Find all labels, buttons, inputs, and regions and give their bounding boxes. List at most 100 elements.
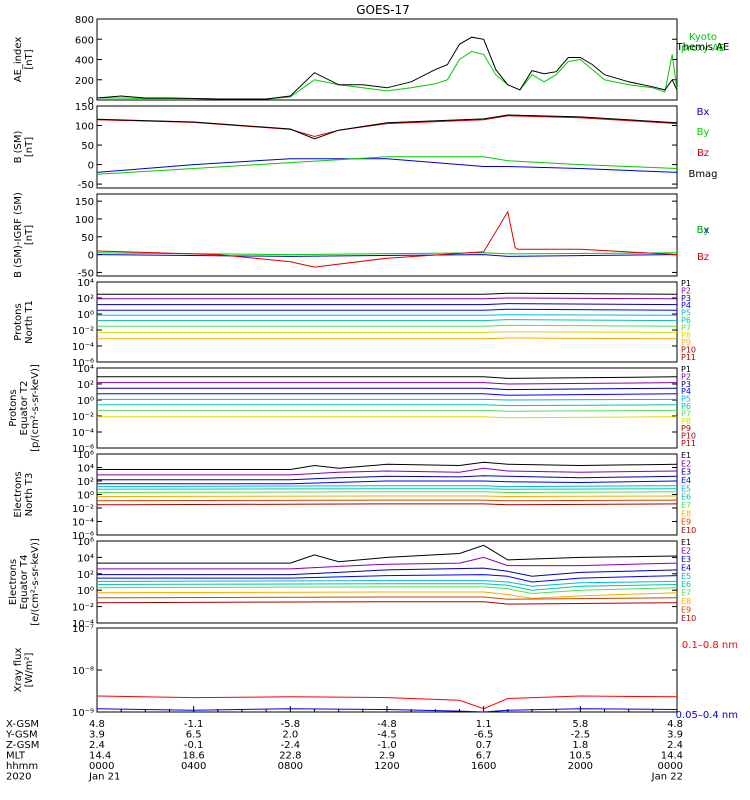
y-tick-label: 0 [88, 161, 94, 172]
y-tick-label: 10⁻⁶ [72, 358, 94, 369]
x-axis-value: 0400 [181, 761, 206, 772]
x-axis-value: -6.5 [474, 730, 494, 741]
y-tick-label: 10⁰ [77, 310, 94, 321]
x-axis-value: 1.1 [476, 719, 492, 730]
x-axis-value: 1200 [374, 761, 399, 772]
y-tick-label: 10⁻⁴ [72, 428, 94, 439]
series-line [96, 499, 678, 502]
x-axis-value: Jan 21 [88, 772, 120, 783]
series-line [97, 398, 678, 401]
legend-entry: E8 [681, 597, 691, 606]
legend-entry: P4 [681, 301, 691, 310]
legend-entry: P1 [681, 279, 691, 288]
y-tick-label: 10² [77, 380, 94, 391]
legend-entry: Bx [697, 225, 710, 236]
series-line [97, 324, 678, 327]
x-axis-value: 2.4 [89, 740, 105, 751]
x-axis-value: 1.8 [572, 740, 588, 751]
series-line [97, 467, 678, 476]
legend-entry: P5 [681, 309, 691, 318]
x-axis-value: 2.4 [667, 740, 683, 751]
y-tick-label: 10⁶ [77, 537, 94, 548]
y-tick-label: 10⁰ [77, 491, 94, 502]
y-tick-label: 100 [75, 215, 94, 226]
y-tick-label: 0 [88, 251, 94, 262]
series-line [97, 393, 678, 396]
series-line [97, 556, 678, 570]
series-line [97, 567, 678, 577]
legend-entry: E3 [681, 468, 691, 477]
x-axis-value: -4.8 [377, 719, 397, 730]
y-tick-label: 10⁰ [77, 586, 94, 597]
series-line [96, 115, 678, 138]
series-line [96, 36, 678, 100]
y-axis-label: B (SM)-IGRF (SM) [13, 192, 24, 278]
series-line [96, 254, 678, 257]
y-tick-label: -50 [78, 180, 94, 191]
y-tick-label: 10² [77, 294, 94, 305]
legend-entry: P3 [681, 294, 691, 303]
y-tick-label: 10⁻⁴ [72, 342, 94, 353]
y-tick-label: 10² [77, 477, 94, 488]
x-row-label: Z-GSM [6, 740, 39, 751]
panel-frame [96, 281, 678, 363]
legend-entry: P9 [681, 424, 691, 433]
y-tick-label: -50 [78, 268, 94, 279]
x-row-label: X-GSM [6, 719, 39, 730]
legend-entry: E6 [681, 580, 691, 589]
y-tick-label: 150 [75, 102, 94, 113]
y-tick-label: 50 [81, 233, 94, 244]
series-line [97, 475, 678, 481]
series-line [96, 583, 678, 591]
x-axis-value: 1600 [471, 761, 496, 772]
y-axis-label: [e/(cm²-s-sr-keV)] [30, 538, 41, 626]
legend-entry: Bx [697, 107, 710, 118]
y-tick-label: 400 [75, 56, 94, 67]
series-line [97, 404, 678, 407]
y-axis-label: B (SM) [13, 130, 24, 163]
legend-entry: P7 [681, 409, 691, 418]
legend-entry: Kyoto [689, 32, 717, 43]
x-axis-value: 2000 [568, 761, 593, 772]
legend-entry: P5 [681, 395, 691, 404]
series-line [96, 601, 678, 605]
legend-entry: E7 [681, 501, 691, 510]
y-tick-label: 800 [75, 15, 94, 26]
series-line [96, 580, 678, 587]
legend-entry: E5 [681, 572, 691, 581]
y-axis-label: [p/(cm²-s-sr-keV)] [30, 364, 41, 452]
x-axis-value: 0800 [278, 761, 303, 772]
x-axis-value: Jan 22 [651, 772, 683, 783]
y-tick-label: 10⁴ [77, 464, 94, 475]
y-tick-label: 10⁻² [72, 603, 94, 614]
series-line [96, 210, 678, 268]
x-axis-value: 18.6 [183, 751, 205, 762]
x-axis-value: -0.1 [184, 740, 204, 751]
series-line [96, 586, 678, 595]
legend-entry: P1 [681, 365, 691, 374]
x-axis-value: 2.9 [379, 751, 395, 762]
x-axis-table: X-GSMY-GSMZ-GSMMLThhmm20204.83.92.414.40… [5, 706, 683, 783]
panel-6: 10⁶ 10⁴ 10² 10⁰ 10⁻² 10⁻⁴ 10⁻⁶ Electrons North T… [13, 450, 696, 542]
x-axis-value: 5.8 [572, 719, 588, 730]
x-axis-value: 0000 [658, 761, 683, 772]
plot-title: GOES-17 [356, 3, 410, 17]
series-line [97, 409, 678, 412]
legend-entry: 0.1–0.8 nm [682, 640, 738, 651]
series-line [96, 252, 678, 256]
series-line [96, 591, 678, 599]
y-tick-label: 50 [81, 141, 94, 152]
legend-entry: By [697, 127, 710, 138]
panel-frame [96, 193, 678, 277]
panel-4: 10⁴ 10² 10⁰ 10⁻² 10⁻⁴ 10⁻⁶ Protons North T1 P1P2… [13, 278, 696, 369]
series-line [96, 485, 678, 488]
x-axis-value: -2.4 [281, 740, 301, 751]
x-axis-value: 2.0 [282, 730, 298, 741]
series-line [96, 596, 678, 600]
y-tick-label: 10⁴ [77, 553, 94, 564]
legend-entry: P11 [681, 439, 696, 448]
series-line [97, 50, 678, 100]
series-line [97, 331, 678, 333]
